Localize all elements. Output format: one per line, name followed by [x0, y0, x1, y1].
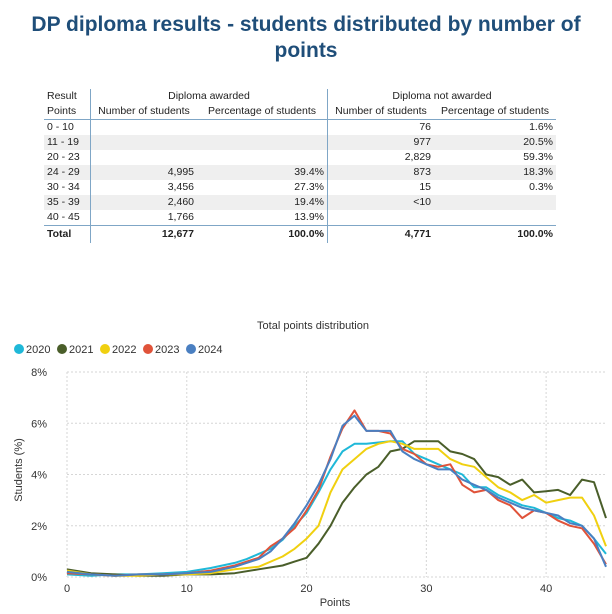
chart-legend: 2020 2021 2022 2023 2024 [14, 344, 222, 356]
not-awarded-percentage-cell: 1.6% [529, 121, 553, 133]
legend-label-2020: 2020 [26, 344, 50, 356]
diploma-not-awarded-header: Diploma not awarded [392, 90, 492, 102]
series-line-2024 [66, 414, 607, 577]
awarded-number-cell: 2,460 [90, 195, 197, 210]
not-awarded-percentage-cell [434, 210, 556, 226]
chart-series [66, 409, 607, 577]
not-awarded-number-cell: 15 [419, 181, 431, 193]
points-cell: 20 - 23 [44, 150, 91, 165]
diploma-awarded-header: Diploma awarded [90, 89, 328, 104]
not-awarded-percentage-cell: 59.3% [523, 151, 553, 163]
table-row: 0 - 10 76 1.6% [44, 119, 556, 136]
points-cell: 11 - 19 [44, 135, 91, 150]
awarded-number-cell: 12,677 [90, 225, 197, 243]
awarded-number-cell: 4,995 [90, 165, 197, 180]
results-table: Result Diploma awarded Diploma not award… [44, 89, 556, 243]
legend-marker-2021 [57, 344, 67, 354]
not-awarded-percentage-header: Percentage of students [434, 104, 556, 120]
awarded-percentage-cell [197, 150, 328, 165]
not-awarded-number-cell: 76 [419, 121, 431, 133]
legend-label-2024: 2024 [198, 344, 222, 356]
not-awarded-number-cell: 977 [327, 135, 434, 150]
points-cell: 40 - 45 [44, 210, 91, 226]
not-awarded-number-cell: 2,829 [404, 151, 431, 163]
legend-marker-2020 [14, 344, 24, 354]
y-tick-label: 6% [31, 418, 47, 430]
awarded-percentage-cell [197, 135, 328, 150]
not-awarded-number-cell: 4,771 [327, 225, 434, 243]
series-line-2023 [66, 409, 607, 577]
chart-grid [66, 371, 606, 578]
x-tick-label: 30 [420, 583, 432, 595]
x-tick-label: 20 [300, 583, 312, 595]
awarded-number-header: Number of students [90, 104, 197, 120]
table-row: 11 - 19 977 20.5% [44, 135, 556, 150]
legend-marker-2022 [100, 344, 110, 354]
table-row: 20 - 23 2,829 59.3% [44, 150, 556, 165]
points-cell: 30 - 34 [44, 180, 91, 195]
x-tick-label: 10 [181, 583, 193, 595]
legend-marker-2024 [186, 344, 196, 354]
awarded-number-cell: 3,456 [167, 181, 194, 193]
awarded-percentage-cell: 13.9% [197, 210, 328, 226]
result-header: Result [44, 89, 91, 104]
awarded-number-cell [90, 135, 197, 150]
awarded-number-cell [91, 120, 198, 136]
x-tick-label: 40 [540, 583, 552, 595]
not-awarded-number-header: Number of students [327, 104, 434, 120]
not-awarded-percentage-cell [434, 195, 556, 210]
page-title: DP diploma results - students distribute… [31, 13, 581, 62]
not-awarded-number-cell: <10 [327, 195, 434, 210]
not-awarded-percentage-cell: 100.0% [434, 225, 556, 243]
table-row: 40 - 45 1,766 13.9% [44, 210, 556, 226]
y-tick-label: 4% [31, 470, 47, 482]
points-cell: 35 - 39 [44, 195, 91, 210]
table-group-header-row: Result Diploma awarded Diploma not award… [44, 89, 556, 104]
legend-label-2023: 2023 [155, 344, 179, 356]
not-awarded-percentage-cell: 18.3% [434, 165, 556, 180]
awarded-percentage-cell: 100.0% [197, 225, 328, 243]
points-cell: 0 - 10 [44, 119, 91, 135]
x-tick-label: 0 [64, 583, 70, 595]
points-distribution-chart: Total points distribution 2020 2021 2022 20… [13, 320, 607, 609]
table-row: 24 - 29 4,995 39.4% 873 18.3% [44, 165, 556, 180]
legend-marker-2023 [143, 344, 153, 354]
awarded-number-cell [91, 150, 198, 165]
x-axis-label: Points [320, 597, 351, 609]
legend-label-2021: 2021 [69, 344, 93, 356]
awarded-percentage-cell: 39.4% [197, 165, 328, 180]
series-line-2022 [66, 440, 607, 577]
points-column-header: Points [44, 104, 91, 120]
y-axis-label: Students (%) [13, 438, 25, 502]
y-tick-label: 0% [31, 572, 47, 584]
awarded-number-cell: 1,766 [167, 211, 194, 223]
chart-axes: 0% 2% 4% 6% 8% 0 10 20 30 40 [31, 367, 552, 595]
y-tick-label: 2% [31, 521, 47, 533]
awarded-percentage-cell [197, 119, 328, 135]
table-total-row: Total 12,677 100.0% 4,771 100.0% [44, 225, 556, 243]
not-awarded-number-cell: 873 [327, 165, 434, 180]
not-awarded-number-cell [328, 210, 435, 226]
points-cell: Total [44, 225, 91, 243]
y-tick-label: 8% [31, 367, 47, 379]
series-line-2020 [66, 440, 607, 577]
table-row: 35 - 39 2,460 19.4% <10 [44, 195, 556, 210]
chart-title: Total points distribution [257, 320, 369, 332]
not-awarded-percentage-cell: 0.3% [529, 181, 553, 193]
series-line-2021 [66, 440, 607, 577]
points-cell: 24 - 29 [44, 165, 91, 180]
legend-label-2022: 2022 [112, 344, 136, 356]
not-awarded-percentage-cell: 20.5% [434, 135, 556, 150]
awarded-percentage-cell: 27.3% [197, 180, 328, 195]
awarded-percentage-header: Percentage of students [197, 104, 328, 120]
table-column-header-row: Points Number of students Percentage of … [44, 104, 556, 120]
table-row: 30 - 34 3,456 27.3% 15 0.3% [44, 180, 556, 195]
awarded-percentage-cell: 19.4% [197, 195, 328, 210]
